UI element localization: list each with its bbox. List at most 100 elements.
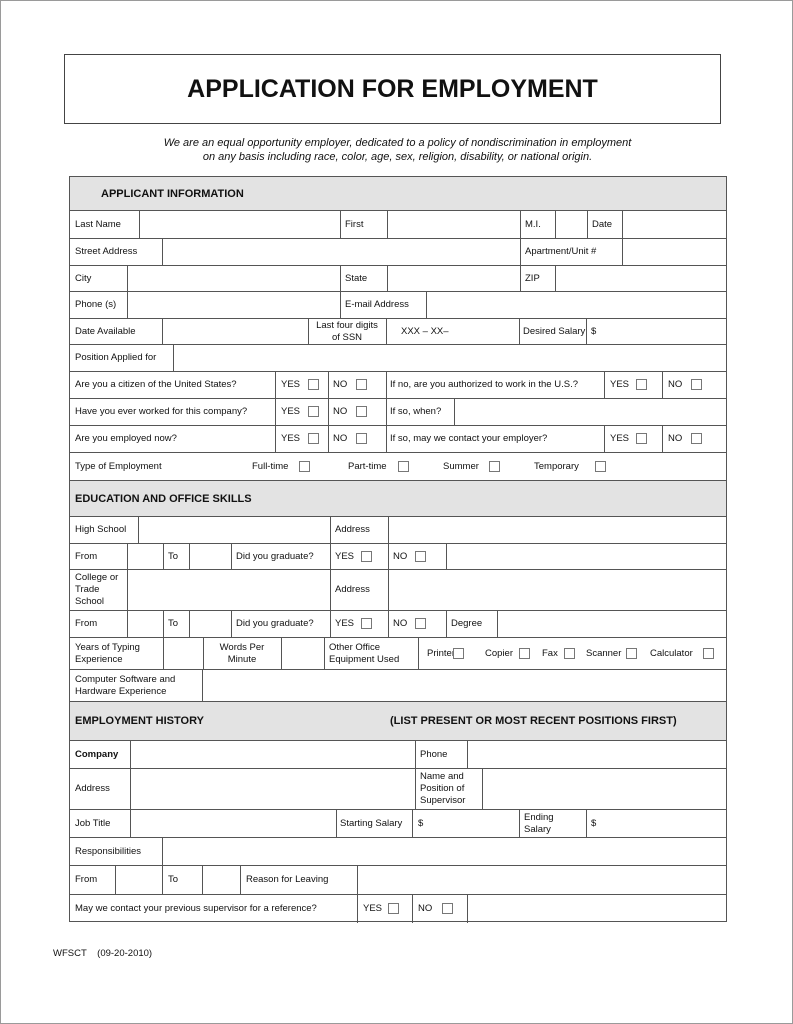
employed-no-checkbox[interactable]	[356, 433, 367, 444]
typing-field[interactable]	[163, 638, 203, 669]
from-label: From	[75, 874, 98, 885]
hs-graduate-yes-checkbox[interactable]	[361, 550, 372, 562]
college-to-field[interactable]	[189, 611, 231, 637]
yes-label: YES	[363, 903, 383, 914]
temporary-checkbox[interactable]	[595, 460, 606, 472]
employment-to-field[interactable]	[202, 866, 240, 894]
degree-field[interactable]	[497, 611, 726, 637]
hs-from-field[interactable]	[127, 544, 163, 569]
printer-checkbox[interactable]	[453, 647, 464, 659]
section-heading: EDUCATION AND OFFICE SKILLS	[75, 492, 252, 505]
citizen-no-checkbox[interactable]	[356, 379, 367, 390]
cell-divider	[328, 399, 329, 425]
city-field[interactable]	[127, 266, 340, 291]
employment-from-field[interactable]	[115, 866, 162, 894]
intro-line-2: on any basis including race, color, age,…	[202, 151, 593, 163]
supervisor-field[interactable]	[482, 769, 726, 809]
high-school-field[interactable]	[138, 517, 328, 543]
college-field[interactable]	[127, 570, 330, 610]
cell-divider	[127, 570, 128, 610]
ending-salary-field[interactable]: $	[591, 817, 597, 829]
contact-no-checkbox[interactable]	[691, 433, 702, 444]
authorized-yes-checkbox[interactable]	[636, 379, 647, 390]
starting-salary-field[interactable]: $	[418, 817, 424, 829]
cell-divider	[330, 570, 331, 610]
scanner-checkbox[interactable]	[626, 647, 637, 659]
worked-row: Have you ever worked for this company? Y…	[70, 399, 726, 426]
no-label: NO	[668, 379, 683, 390]
college-graduate-yes-checkbox[interactable]	[361, 618, 372, 629]
employed-yes-checkbox[interactable]	[308, 433, 319, 444]
wpm-label: Words Per Minute	[219, 641, 265, 665]
college-graduate-no-checkbox[interactable]	[415, 618, 426, 629]
responsibilities-field[interactable]	[162, 838, 726, 865]
mi-field[interactable]	[555, 211, 587, 238]
worked-no-checkbox[interactable]	[356, 406, 367, 417]
reason-field[interactable]	[357, 866, 726, 894]
ssn-label: Last four digits of SSN	[316, 319, 378, 343]
hs-to-field[interactable]	[189, 544, 231, 569]
phone-label: Phone	[420, 748, 448, 760]
authorized-question: If no, are you authorized to work in the…	[390, 379, 578, 390]
company-field[interactable]	[130, 741, 415, 768]
ssn-field[interactable]: XXX – XX–	[401, 325, 449, 337]
reference-yes-checkbox[interactable]	[388, 903, 399, 914]
cell-divider	[519, 319, 520, 344]
calculator-checkbox[interactable]	[703, 647, 714, 659]
worked-yes-checkbox[interactable]	[308, 406, 319, 417]
wpm-field[interactable]	[281, 638, 324, 669]
cell-divider	[467, 895, 468, 923]
job-title-field[interactable]	[130, 810, 336, 837]
email-field[interactable]	[426, 292, 726, 318]
cell-divider	[231, 611, 232, 637]
desired-salary-field[interactable]: $	[591, 325, 597, 337]
cell-divider	[386, 399, 387, 425]
reference-no-checkbox[interactable]	[442, 903, 453, 914]
cell-divider	[555, 266, 556, 291]
first-name-field[interactable]	[387, 211, 520, 238]
state-field[interactable]	[387, 266, 520, 291]
summer-label: Summer	[443, 460, 479, 472]
street-field[interactable]	[162, 239, 520, 265]
software-field[interactable]	[202, 670, 726, 701]
college-from-field[interactable]	[127, 611, 163, 637]
reference-row: May we contact your previous supervisor …	[70, 895, 726, 923]
copier-checkbox[interactable]	[519, 647, 530, 659]
employment-type-row: Type of Employment Full-time Part-time S…	[70, 453, 726, 481]
authorized-no-checkbox[interactable]	[691, 379, 702, 390]
apt-field[interactable]	[622, 239, 726, 265]
address-label: Address	[75, 783, 110, 794]
software-row: Computer Software and Hardware Experienc…	[70, 670, 726, 702]
full-time-checkbox[interactable]	[299, 460, 310, 472]
cell-divider	[231, 544, 232, 569]
summer-checkbox[interactable]	[489, 460, 500, 472]
street-row: Street Address Apartment/Unit #	[70, 239, 726, 266]
college-dates-row: From To Did you graduate? YES NO Degree	[70, 611, 726, 638]
when-label: If so, when?	[390, 406, 442, 417]
college-address-field[interactable]	[388, 570, 726, 610]
ending-salary-label: Ending Salary	[524, 811, 554, 835]
high-school-address-field[interactable]	[388, 517, 726, 543]
date-available-field[interactable]	[162, 319, 308, 344]
cell-divider	[446, 544, 447, 569]
zip-field[interactable]	[555, 266, 726, 291]
company-phone-field[interactable]	[467, 741, 726, 768]
part-time-checkbox[interactable]	[398, 460, 409, 472]
cell-divider	[173, 345, 174, 371]
cell-divider	[454, 399, 455, 425]
employment-dates-row: From To Reason for Leaving	[70, 866, 726, 895]
cell-divider	[387, 266, 388, 291]
position-field[interactable]	[173, 345, 726, 371]
company-address-field[interactable]	[130, 769, 415, 809]
date-field[interactable]	[622, 211, 726, 238]
citizen-yes-checkbox[interactable]	[308, 379, 319, 390]
cell-divider	[127, 544, 128, 569]
last-name-field[interactable]	[139, 211, 340, 238]
hs-graduate-no-checkbox[interactable]	[415, 550, 426, 562]
when-field[interactable]	[454, 399, 726, 425]
fax-checkbox[interactable]	[564, 647, 575, 659]
contact-yes-checkbox[interactable]	[636, 433, 647, 444]
cell-divider	[139, 211, 140, 238]
email-label: E-mail Address	[345, 299, 409, 310]
phone-field[interactable]	[127, 292, 340, 318]
